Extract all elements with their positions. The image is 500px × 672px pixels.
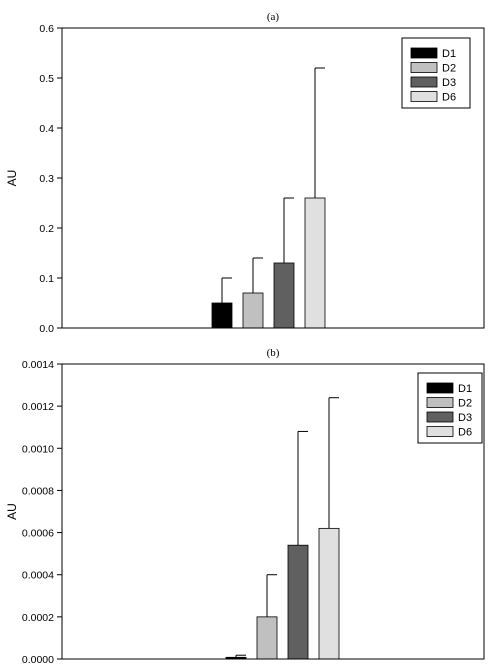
bar-d2 [256, 616, 278, 660]
legend-swatch-d2 [410, 62, 438, 73]
legend-swatch-d3 [410, 76, 438, 88]
legend-label-d2: D2 [458, 398, 472, 410]
panel-title: (a) [267, 11, 280, 23]
y-tick-label: 0.1 [39, 273, 54, 285]
legend-label-d2: D2 [442, 63, 456, 75]
bar-d6 [304, 197, 326, 329]
y-tick-label: 0.0 [39, 323, 54, 335]
legend-swatch-d6 [410, 91, 438, 102]
panel-title: (b) [267, 347, 280, 359]
y-tick-label: 0.0008 [22, 485, 54, 497]
legend-label-d6: D6 [442, 92, 456, 104]
y-tick-label: 0.5 [39, 73, 54, 85]
plot-frame [61, 27, 485, 329]
legend-label-d3: D3 [442, 77, 456, 89]
y-tick-label: 0.0002 [22, 612, 54, 624]
y-tick-label: 0.6 [39, 23, 54, 35]
y-tick-label: 0.0010 [22, 443, 54, 455]
y-tick-label: 0.0014 [22, 359, 54, 371]
y-tick-label: 0.0000 [22, 654, 54, 666]
y-tick-label: 0.0006 [22, 528, 54, 540]
bar-d1 [211, 302, 233, 329]
bar-d3 [273, 262, 295, 329]
chart-panel-b: (b) AU 0.0000 0.0002 0.0004 0.0006 0.0008 0.001… [5, 347, 485, 666]
chart-panel-a: (a) AU 0.0 0.1 0.2 0.3 0.4 0.5 0.6 D1 D2 D3 D6 [5, 11, 485, 335]
y-tick-label: 0.4 [39, 123, 54, 135]
legend-swatch-d2 [426, 397, 454, 408]
bar-d2 [242, 292, 264, 329]
bar-d6 [318, 527, 340, 660]
legend-swatch-d3 [426, 411, 454, 423]
y-tick-label: 0.2 [39, 223, 54, 235]
legend-label-d1: D1 [458, 383, 472, 395]
y-tick-label: 0.0004 [22, 570, 54, 582]
legend-label-d3: D3 [458, 412, 472, 424]
legend-label-d1: D1 [442, 48, 456, 60]
y-axis-label: AU [5, 170, 19, 187]
legend-swatch-d1 [410, 47, 438, 59]
y-tick-label: 0.0012 [22, 401, 54, 413]
bar-d3 [287, 544, 309, 660]
y-axis-label: AU [5, 503, 19, 520]
legend-swatch-d6 [426, 426, 454, 437]
y-tick-label: 0.3 [39, 173, 54, 185]
plot-frame [61, 363, 485, 660]
legend-swatch-d1 [426, 382, 454, 394]
legend-label-d6: D6 [458, 427, 472, 439]
